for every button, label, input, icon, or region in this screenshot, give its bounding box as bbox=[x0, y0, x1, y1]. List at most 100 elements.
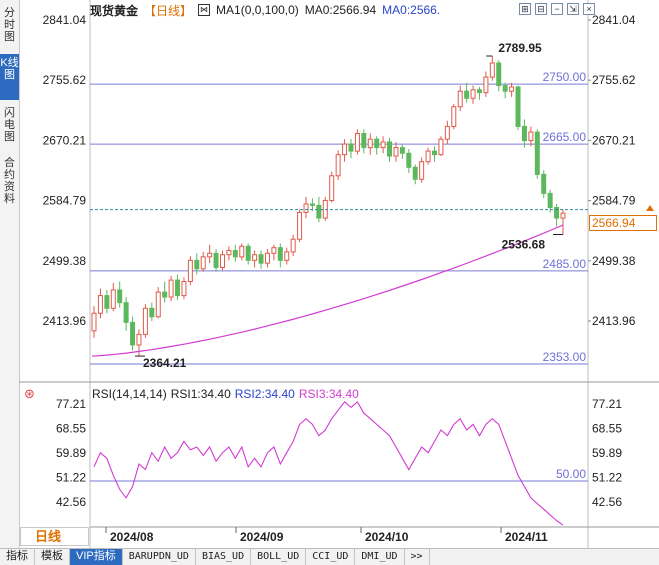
candle-up bbox=[367, 138, 373, 149]
level-label: 2353.00 bbox=[543, 350, 587, 364]
candle-up bbox=[560, 212, 566, 219]
candle-down bbox=[175, 279, 181, 297]
candle-down bbox=[104, 295, 110, 309]
candle-down bbox=[406, 152, 412, 168]
export-icon[interactable]: ⇲ bbox=[567, 3, 579, 15]
tab-bias[interactable]: BIAS_UD bbox=[196, 549, 252, 565]
price-chart[interactable]: 2841.04 2841.04 2755.62 2755.62 2670.21 2670.… bbox=[0, 0, 659, 548]
close-icon[interactable]: × bbox=[583, 3, 595, 15]
high-annotation: 2789.95 bbox=[498, 41, 542, 55]
recent-low-annotation: 2536.68 bbox=[502, 238, 546, 252]
rsi-header: RSI(14,14,14) RSI1:34.40 RSI2:34.40 RSI3… bbox=[92, 387, 359, 401]
rsi-tick-right: 68.55 bbox=[592, 421, 622, 435]
rsi-tick-left: 51.22 bbox=[56, 471, 86, 485]
candle-up bbox=[252, 254, 258, 261]
rsi-line bbox=[93, 400, 564, 526]
ma0-value: MA0:2566.94 bbox=[304, 3, 377, 17]
price-tick-left: 2499.38 bbox=[43, 254, 87, 268]
candle-down bbox=[361, 132, 367, 149]
rsi-tick-left: 77.21 bbox=[56, 397, 86, 411]
candle-down bbox=[476, 89, 482, 94]
tab-indicator[interactable]: 指标 bbox=[0, 549, 35, 565]
candle-up bbox=[329, 175, 335, 201]
candle-up bbox=[271, 247, 277, 254]
tab-template[interactable]: 模板 bbox=[35, 549, 70, 565]
candle-down bbox=[374, 138, 380, 149]
candle-up bbox=[187, 259, 193, 283]
last-price-badge: 2566.94 bbox=[589, 215, 657, 231]
candle-up bbox=[380, 141, 386, 149]
arrange-icon[interactable]: ⊟ bbox=[535, 3, 547, 15]
price-up-arrow-icon bbox=[646, 205, 654, 211]
period-label[interactable]: 【日线】 bbox=[144, 3, 193, 18]
grid-icon[interactable]: ⊞ bbox=[519, 3, 531, 15]
candle-down bbox=[464, 90, 470, 99]
time-label: 2024/08 bbox=[110, 530, 154, 544]
candle-up bbox=[142, 307, 148, 335]
candle-up bbox=[438, 138, 444, 156]
ma0-value-secondary: MA0:2566. bbox=[382, 3, 441, 17]
candle-down bbox=[432, 150, 437, 156]
indicator-tab-bar: 指标 模板 VIP指标 BARUPDN_UD BIAS_UD BOLL_UD C… bbox=[0, 548, 659, 565]
candle-up bbox=[220, 254, 225, 268]
candle-up bbox=[393, 147, 399, 157]
price-tick-left: 2755.62 bbox=[43, 73, 87, 87]
candle-down bbox=[309, 203, 315, 206]
tab-cci[interactable]: CCI_UD bbox=[306, 549, 356, 565]
settings-icon[interactable]: ⊛ bbox=[24, 386, 35, 401]
candle-down bbox=[130, 321, 136, 346]
candle-up bbox=[303, 203, 309, 213]
candle-up bbox=[444, 125, 450, 140]
tab-contract-info[interactable]: 合约资料 bbox=[4, 157, 15, 205]
candle-up bbox=[200, 256, 206, 270]
candle-down bbox=[232, 249, 238, 258]
candle-down bbox=[348, 143, 354, 152]
rsi-tick-left: 59.89 bbox=[56, 446, 86, 460]
level-label: 2665.00 bbox=[543, 130, 587, 144]
tab-time-sharing[interactable]: 分时图 bbox=[4, 7, 15, 43]
level-label: 2485.00 bbox=[543, 257, 587, 271]
indicator-icon[interactable]: ⋈ bbox=[198, 4, 211, 16]
candle-up bbox=[483, 76, 489, 94]
candle-up bbox=[284, 251, 290, 261]
chart-toolbar: ⊞ ⊟ − ⇲ × bbox=[519, 3, 595, 15]
rsi-tick-left: 42.56 bbox=[56, 495, 86, 509]
period-selector-label: 日线 bbox=[35, 529, 62, 544]
tab-boll[interactable]: BOLL_UD bbox=[251, 549, 307, 565]
tab-vip-indicator[interactable]: VIP指标 bbox=[70, 549, 123, 565]
candle-up bbox=[155, 291, 161, 318]
price-tick-left: 2670.21 bbox=[43, 133, 87, 147]
candle-up bbox=[264, 252, 270, 264]
candle-up bbox=[489, 62, 495, 78]
candle-up bbox=[509, 86, 515, 92]
candle-down bbox=[399, 147, 405, 154]
candle-down bbox=[515, 86, 521, 127]
tab-barupdn[interactable]: BARUPDN_UD bbox=[123, 549, 196, 565]
tab-dmi[interactable]: DMI_UD bbox=[355, 549, 405, 565]
rsi-tick-right: 42.56 bbox=[592, 495, 622, 509]
candle-down bbox=[316, 204, 322, 219]
candle-up bbox=[136, 333, 142, 346]
minus-icon[interactable]: − bbox=[551, 3, 563, 15]
tab-lightning[interactable]: 闪电图 bbox=[4, 107, 15, 143]
low-annotation: 2364.21 bbox=[143, 356, 187, 370]
candle-up bbox=[354, 132, 360, 152]
rsi-tick-right: 77.21 bbox=[592, 397, 622, 411]
rsi-tick-right: 51.22 bbox=[592, 471, 622, 485]
candle-up bbox=[168, 279, 174, 298]
candle-down bbox=[502, 85, 508, 92]
level-label: 2750.00 bbox=[543, 70, 587, 84]
candle-down bbox=[554, 207, 560, 219]
period-selector[interactable]: 日线 bbox=[20, 527, 89, 546]
ma1-label: MA1(0,0,100,0) bbox=[216, 3, 299, 17]
candle-up bbox=[91, 312, 97, 332]
side-tab-bar: 分时图 K线图 闪电图 合约资料 bbox=[0, 0, 20, 548]
tab-kline[interactable]: K线图 bbox=[0, 54, 19, 100]
candle-down bbox=[541, 173, 547, 194]
tab-more[interactable]: >> bbox=[405, 549, 430, 565]
candle-up bbox=[335, 154, 341, 177]
price-tick-right: 2841.04 bbox=[592, 13, 636, 27]
candle-down bbox=[277, 247, 283, 261]
time-label: 2024/09 bbox=[240, 530, 284, 544]
candle-down bbox=[496, 62, 502, 87]
